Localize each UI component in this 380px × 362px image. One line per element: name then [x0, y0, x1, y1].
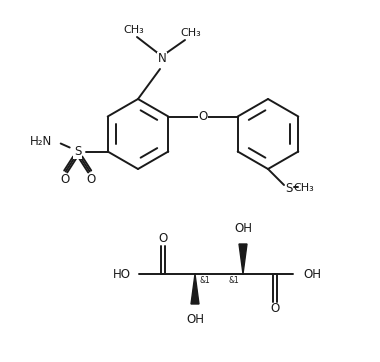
Text: &1: &1 — [199, 276, 210, 285]
Text: O: O — [198, 110, 207, 123]
Text: OH: OH — [186, 313, 204, 326]
Text: N: N — [158, 52, 166, 66]
Text: S: S — [285, 181, 293, 194]
Text: HO: HO — [113, 268, 131, 281]
Text: O: O — [271, 303, 280, 316]
Text: OH: OH — [234, 222, 252, 235]
Polygon shape — [191, 274, 199, 304]
Text: CH₃: CH₃ — [180, 28, 201, 38]
Text: CH₃: CH₃ — [294, 183, 314, 193]
Text: O: O — [60, 173, 69, 186]
Text: OH: OH — [303, 268, 321, 281]
Text: CH₃: CH₃ — [124, 25, 144, 35]
Text: O: O — [86, 173, 95, 186]
Text: O: O — [158, 232, 168, 245]
Polygon shape — [239, 244, 247, 274]
Text: S: S — [74, 145, 81, 158]
Text: &1: &1 — [228, 276, 239, 285]
Text: H₂N: H₂N — [29, 135, 52, 148]
